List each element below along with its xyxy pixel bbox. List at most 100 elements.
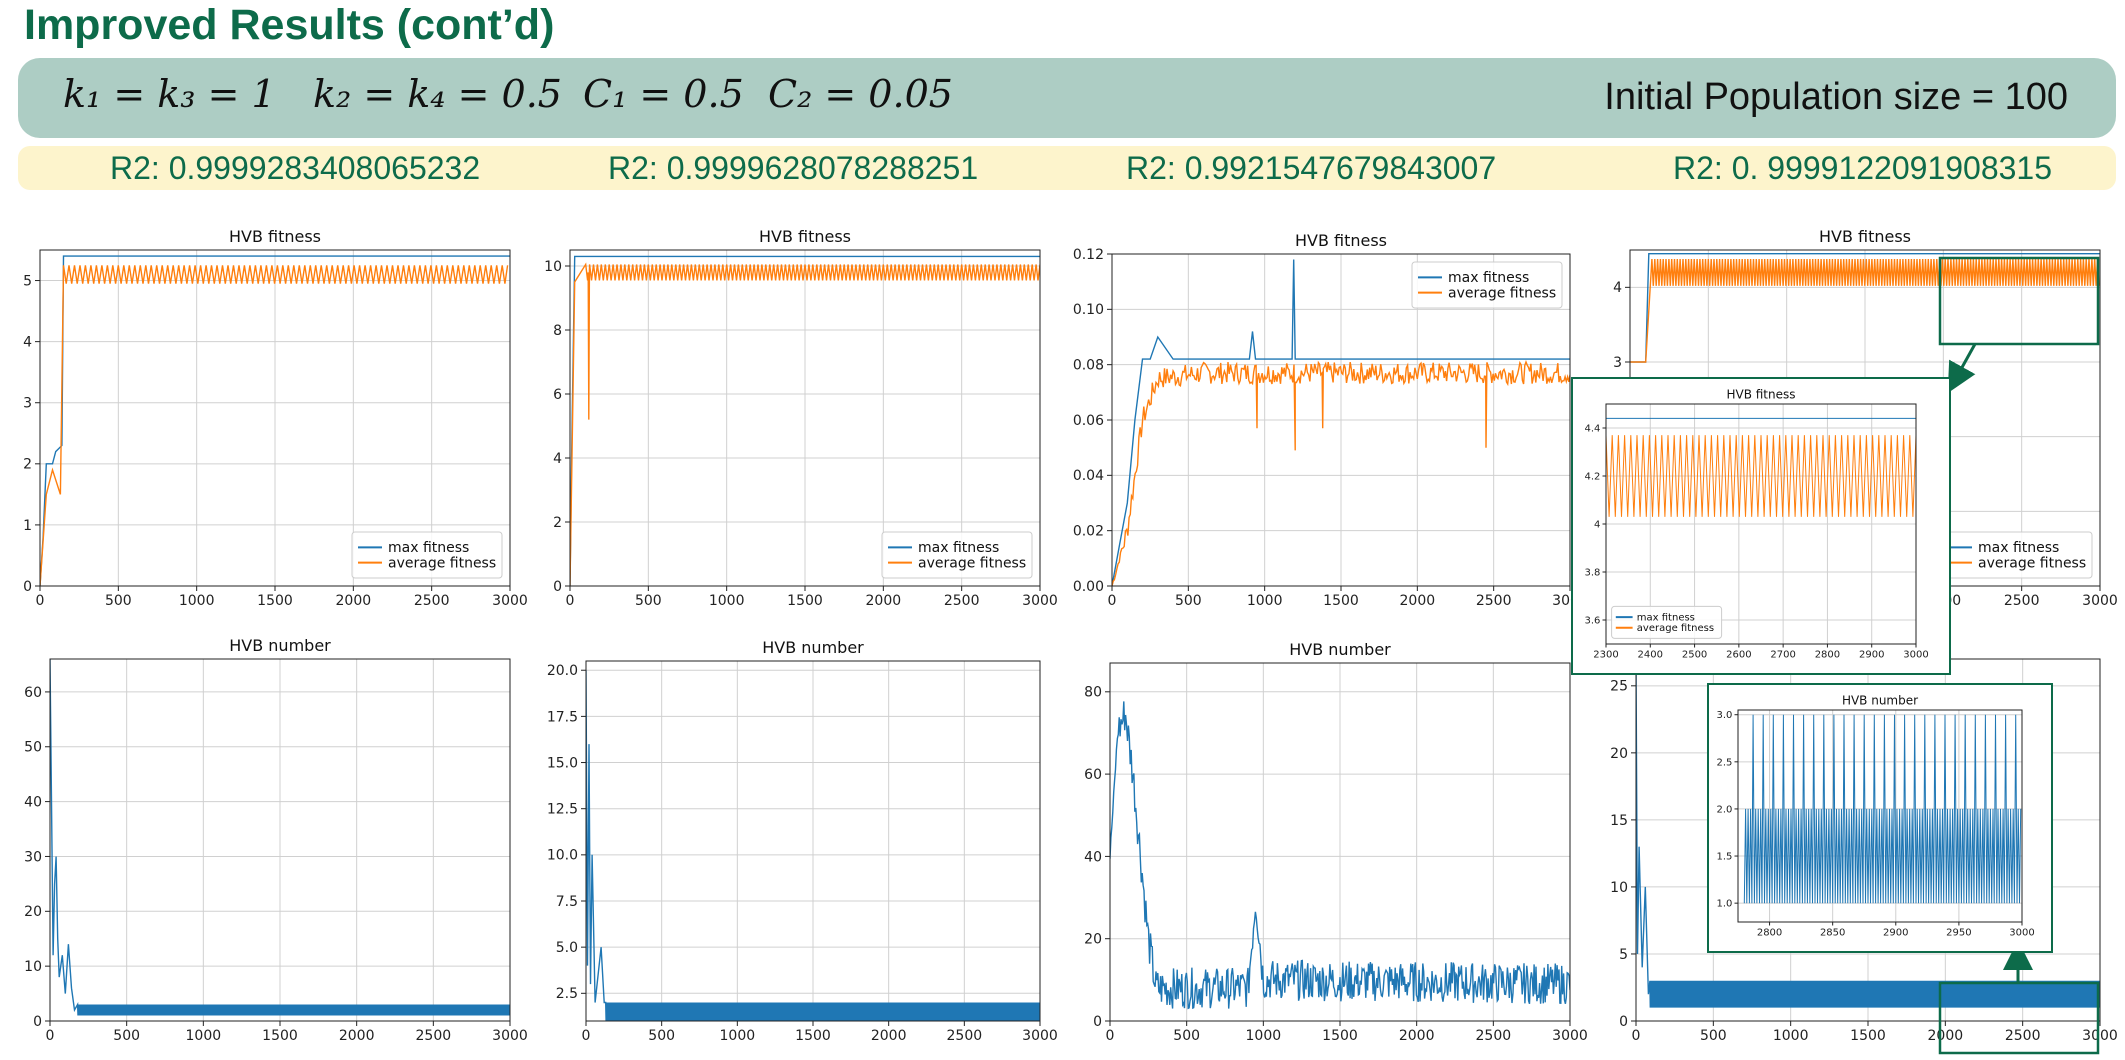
- legend-label: average fitness: [1448, 286, 1556, 302]
- x-tick-label: 1000: [186, 1028, 222, 1044]
- slide-title: Improved Results (cont’d): [24, 1, 555, 49]
- x-tick-label: 2800: [1815, 650, 1840, 661]
- x-tick-label: 1000: [1247, 593, 1283, 609]
- y-tick-label: 0.12: [1073, 247, 1104, 263]
- x-tick-label: 1500: [795, 1028, 831, 1044]
- y-tick-label: 0.02: [1073, 524, 1104, 540]
- y-tick-label: 0.00: [1073, 579, 1104, 595]
- chart-title: HVB fitness: [1726, 387, 1795, 401]
- x-tick-label: 500: [105, 593, 132, 609]
- x-tick-label: 2500: [1476, 1028, 1512, 1044]
- y-tick-label: 2.5: [1716, 757, 1732, 768]
- x-tick-label: 0: [566, 593, 575, 609]
- plot-frame: [1605, 403, 1917, 645]
- x-tick-label: 3000: [492, 593, 528, 609]
- param-k2-k4: k₂ = k₄ = 0.5: [313, 72, 562, 116]
- series-HVB-number: [50, 659, 510, 1016]
- x-tick-label: 500: [113, 1028, 140, 1044]
- y-tick-label: 10.0: [547, 848, 578, 864]
- x-tick-label: 2400: [1638, 650, 1663, 661]
- x-tick-label: 2000: [339, 1028, 375, 1044]
- series-average-fitness: [570, 262, 1040, 586]
- x-tick-label: 2000: [866, 593, 902, 609]
- plot-frame: [585, 660, 1041, 1022]
- x-tick-label: 0: [1106, 1028, 1115, 1044]
- y-tick-label: 0: [553, 579, 562, 595]
- x-tick-label: 1500: [1850, 1028, 1886, 1044]
- x-tick-label: 0: [1108, 593, 1117, 609]
- chart-hvb-number-3: HVB number 0 500 1000 1500 2000 2500 3000 0 20 40 6…: [1084, 640, 1588, 1044]
- x-tick-label: 1500: [262, 1028, 298, 1044]
- y-tick-label: 2.5: [556, 986, 578, 1002]
- x-tick-label: 2000: [1400, 593, 1436, 609]
- x-tick-label: 3000: [2082, 1028, 2118, 1044]
- x-tick-label: 3000: [1022, 1028, 1058, 1044]
- x-tick-label: 2700: [1770, 650, 1795, 661]
- y-tick-label: 4: [553, 451, 562, 467]
- chart-hvb-fitness-2: HVB fitness 0 500 1000 1500 2000 2500 3000 0 2 4 6 8…: [544, 227, 1058, 609]
- y-tick-label: 8: [553, 323, 562, 339]
- y-tick-label: 0: [1619, 1014, 1628, 1030]
- y-tick-label: 6: [553, 387, 562, 403]
- inset-hvb-fitness-zoom: HVB fitness 2300 2400 2500 2600 2700 2800 2900 3…: [1571, 377, 1951, 675]
- y-tick-label: 3.6: [1584, 616, 1600, 627]
- population-size: Initial Population size = 100: [1604, 76, 2068, 118]
- x-tick-label: 500: [1175, 593, 1202, 609]
- chart-title: HVB number: [1842, 693, 1918, 707]
- x-tick-label: 2600: [1726, 650, 1751, 661]
- y-tick-label: 2.0: [1716, 804, 1732, 815]
- y-tick-label: 5.0: [556, 940, 578, 956]
- y-tick-label: 0.06: [1073, 413, 1104, 429]
- legend-label: average fitness: [388, 556, 496, 572]
- y-tick-label: 3.0: [1716, 710, 1732, 721]
- y-tick-label: 4: [1594, 520, 1600, 531]
- legend-label: average fitness: [1637, 623, 1714, 634]
- x-tick-label: 2000: [1928, 1028, 1964, 1044]
- x-tick-label: 2800: [1757, 928, 1782, 939]
- legend-label: average fitness: [1978, 556, 2086, 572]
- chart-title: HVB number: [1289, 640, 1391, 659]
- y-tick-label: 12.5: [547, 802, 578, 818]
- series-average-fitness: [1606, 435, 1916, 517]
- r2-value-1: R2: 0.9999283408065232: [110, 150, 481, 186]
- y-tick-label: 3: [23, 396, 32, 412]
- x-tick-label: 1000: [1773, 1028, 1809, 1044]
- x-tick-label: 2850: [1820, 928, 1845, 939]
- y-tick-label: 60: [1084, 767, 1102, 783]
- plot-frame: [569, 249, 1041, 587]
- legend-label: max fitness: [1978, 540, 2059, 556]
- x-tick-label: 3000: [1022, 593, 1058, 609]
- chart-hvb-fitness-1: HVB fitness 0 500 1000 1500 2000 2500 3000 0 1 2 3 4…: [23, 227, 528, 609]
- y-tick-label: 3.8: [1584, 568, 1600, 579]
- x-tick-label: 1500: [787, 593, 823, 609]
- y-tick-label: 80: [1084, 685, 1102, 701]
- x-tick-label: 2500: [1476, 593, 1512, 609]
- x-tick-label: 2000: [1399, 1028, 1435, 1044]
- param-c2: C₂ = 0.05: [768, 72, 953, 116]
- legend-label: max fitness: [918, 540, 999, 556]
- x-tick-label: 500: [1173, 1028, 1200, 1044]
- x-tick-label: 2500: [2004, 593, 2040, 609]
- x-tick-label: 2500: [416, 1028, 452, 1044]
- y-tick-label: 4.2: [1584, 472, 1600, 483]
- plot-frame: [49, 658, 511, 1022]
- y-tick-label: 5: [23, 273, 32, 289]
- inset-hvb-number-zoom: HVB number 2800 2850 2900 2950 3000 1.0 1.5 2.0 2…: [1707, 683, 2053, 953]
- x-tick-label: 1000: [1246, 1028, 1282, 1044]
- param-k1-k3: k₁ = k₃ = 1: [63, 72, 276, 116]
- series-average-fitness: [1112, 359, 1570, 586]
- x-tick-label: 3000: [1903, 650, 1928, 661]
- x-tick-label: 0: [36, 593, 45, 609]
- x-tick-label: 2300: [1593, 650, 1618, 661]
- y-tick-label: 60: [24, 685, 42, 701]
- x-tick-label: 1500: [257, 593, 293, 609]
- y-tick-label: 20: [1084, 932, 1102, 948]
- chart-title: HVB fitness: [229, 227, 321, 246]
- x-tick-label: 1000: [720, 1028, 756, 1044]
- x-tick-label: 2500: [1682, 650, 1707, 661]
- r2-value-4: R2: 0. 9999122091908315: [1673, 150, 2053, 186]
- r2-value-2: R2: 0.9999628078288251: [608, 150, 979, 186]
- x-tick-label: 2000: [871, 1028, 907, 1044]
